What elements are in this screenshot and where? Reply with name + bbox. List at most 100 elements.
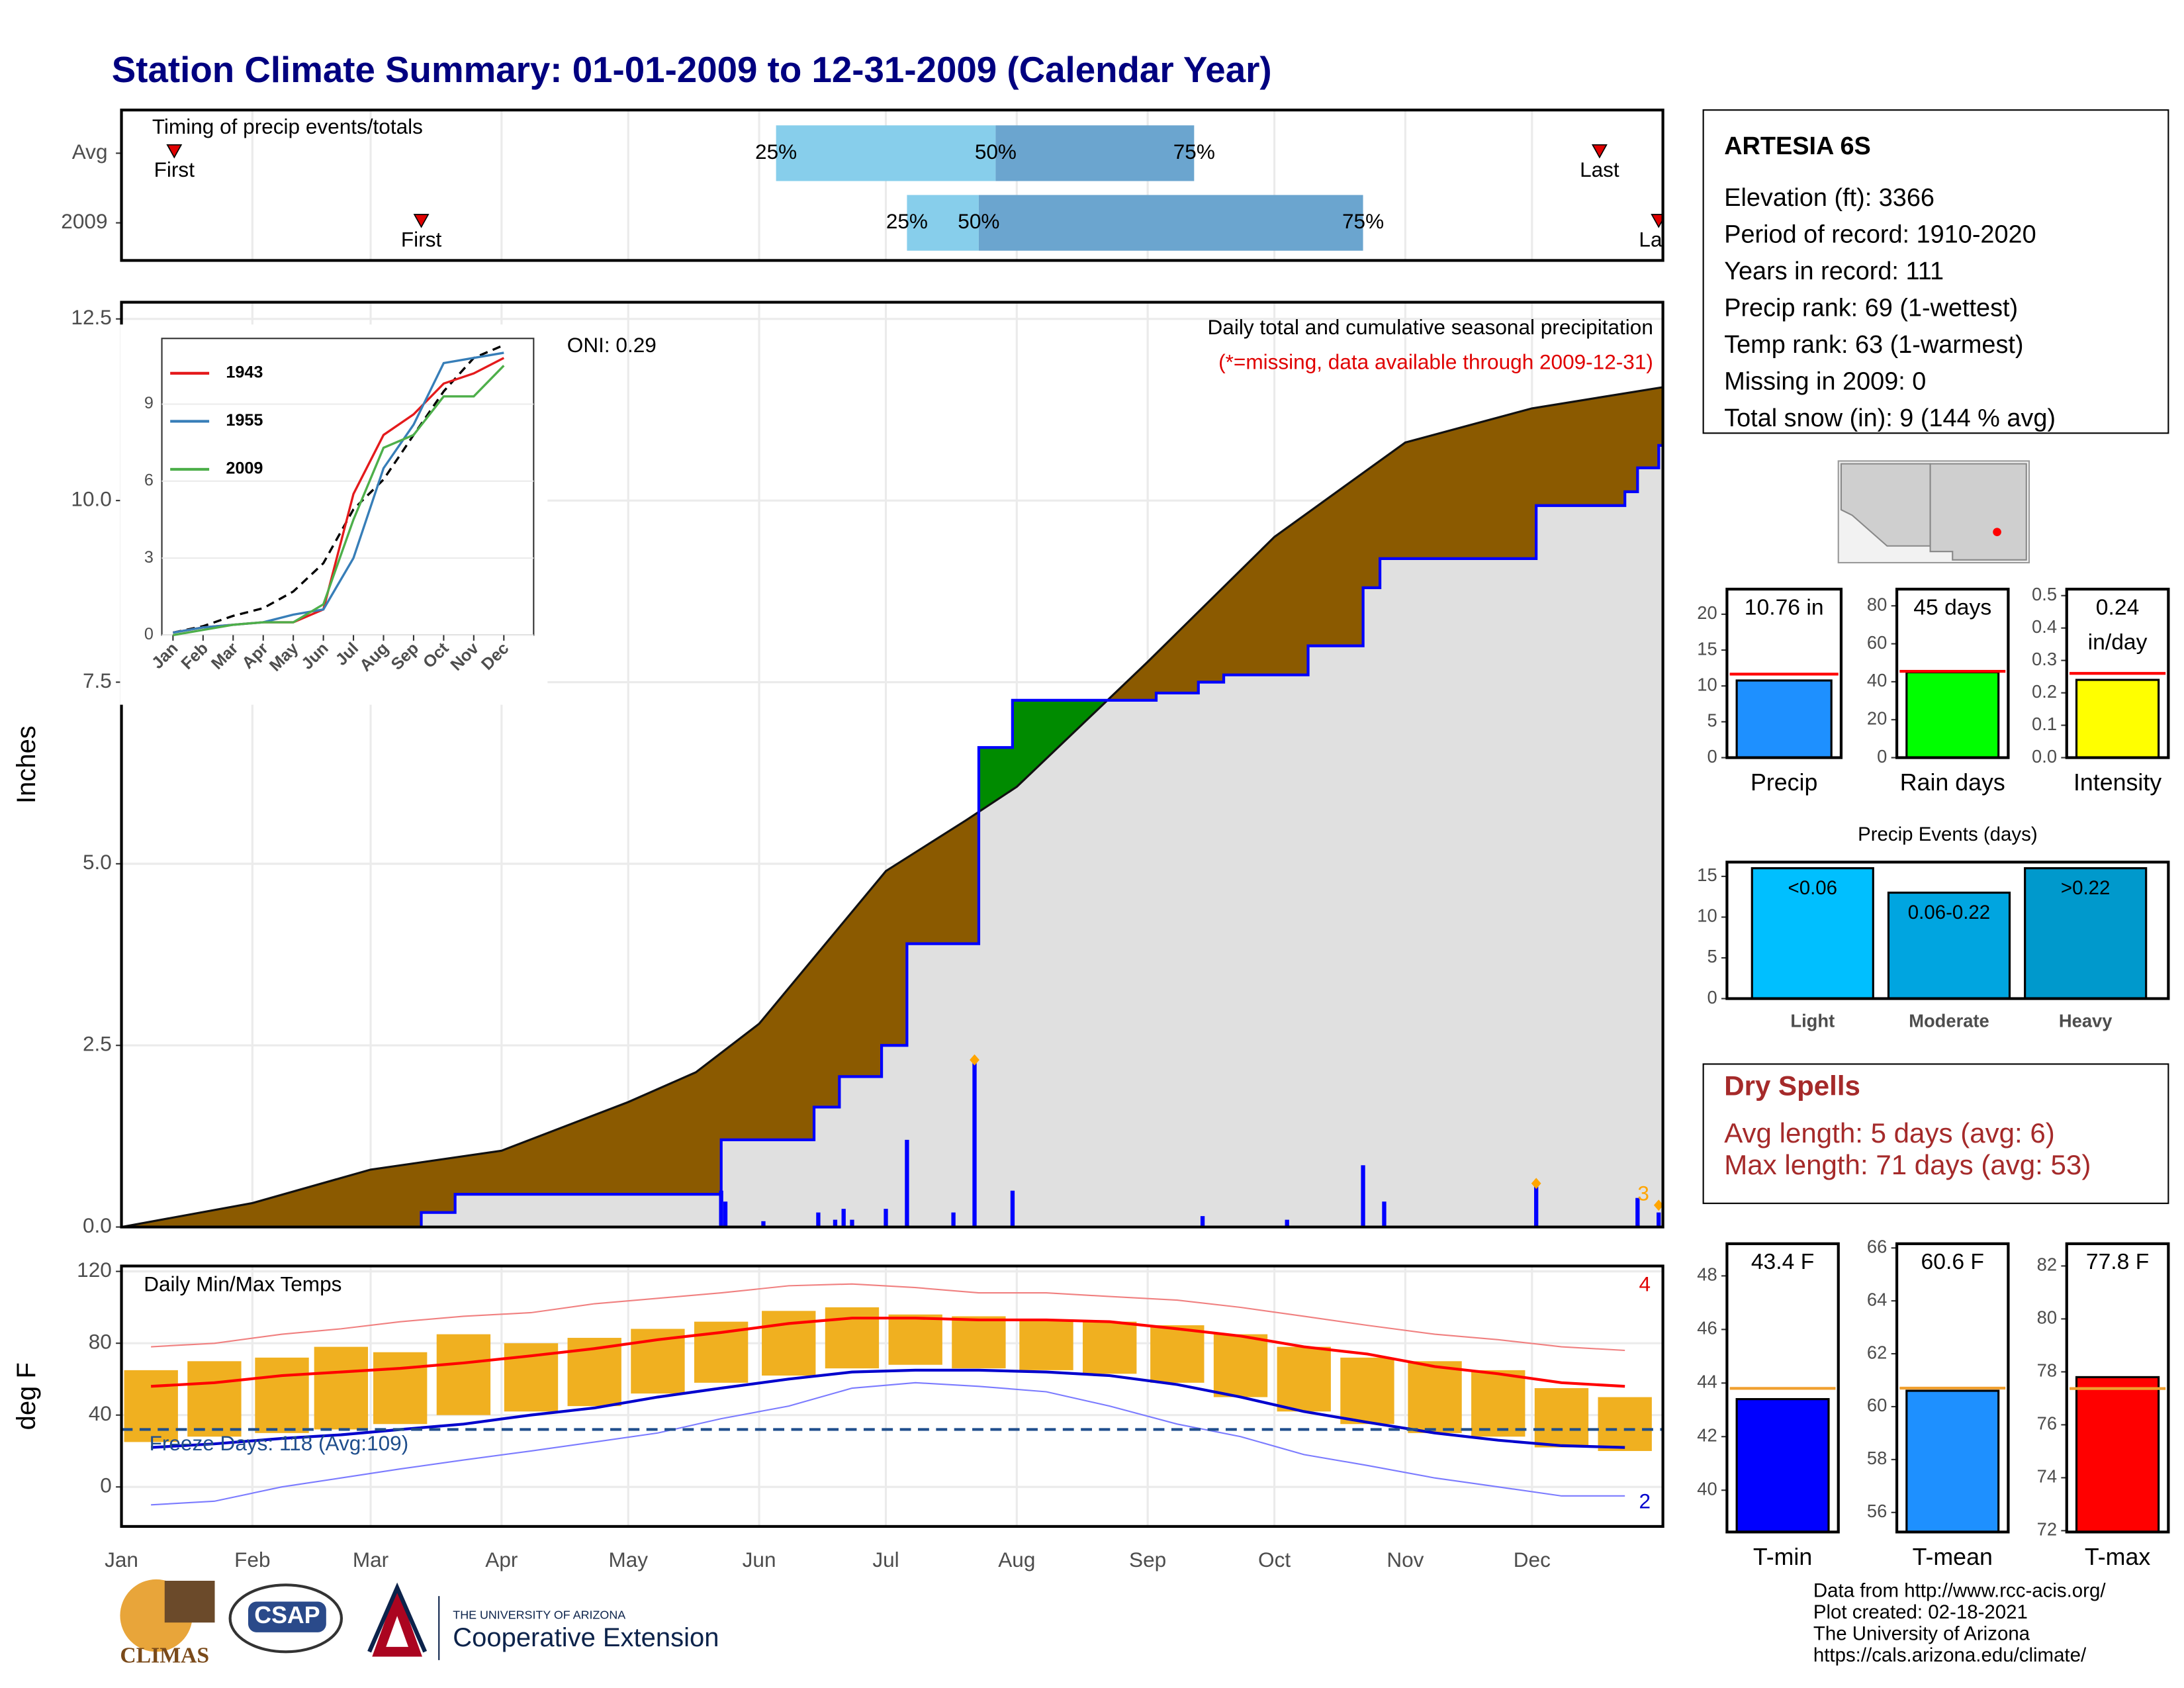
observed-range-bar [1277,1346,1331,1412]
page-title: Station Climate Summary: 01-01-2009 to 1… [112,49,1272,90]
dry-spells-box [1702,1063,2169,1204]
category-label: Rain days [1900,769,2005,796]
value-label: 45 days [1913,595,1991,620]
daily-bar [841,1209,846,1227]
daily-bar [761,1221,766,1227]
y-tick-label: 120 [77,1258,112,1282]
y-tick-label: 7.5 [83,669,112,692]
y-tick-label: 5 [1707,946,1717,966]
y-tick-label: 62 [1867,1342,1887,1362]
avg-min-line [151,1368,1625,1449]
category-label: T-max [2085,1544,2150,1570]
y-tick-label: 20 [1867,708,1887,728]
bar-label: <0.06 [1788,877,1838,899]
y-tick-label: 0.4 [2032,616,2057,637]
daily-bar [1534,1183,1539,1227]
y-tick-label: 44 [1697,1372,1717,1392]
y-tick-label: 40 [89,1401,112,1425]
daily-bar [816,1212,821,1227]
daily-bar [972,1060,977,1227]
y-tick-label: 60 [1867,1395,1887,1415]
y-tick-label: 0.1 [2032,714,2057,734]
y-tick-label: 0.3 [2032,649,2057,669]
csap-band [248,1601,326,1632]
bar-label: 0.06-0.22 [1908,902,1990,923]
event-marker [166,144,183,159]
observed-range-bar [1471,1370,1525,1437]
observed-range-bar [373,1352,428,1425]
y-tick-label: 0 [1877,746,1887,767]
summary-bar [1905,1389,2000,1533]
legend-label: 2009 [226,459,263,478]
record-marker [970,1054,979,1066]
y-tick-label: 58 [1867,1448,1887,1468]
arizona-a-outline [367,1582,428,1653]
station-name: ARTESIA 6S [1724,132,1871,160]
y-tick-label: 0 [144,625,154,643]
x-tick-label: Aug [998,1548,1035,1571]
credit-line: The University of Arizona [1813,1622,2030,1644]
dry-spells-title: Dry Spells [1724,1070,1860,1101]
y-axis-label: deg F [12,1362,41,1430]
category-label: T-min [1753,1544,1812,1570]
y-tick-label: 42 [1697,1425,1717,1445]
x-tick-label: May [608,1548,648,1571]
row-label: Avg [72,140,108,164]
y-tick-label: 0.2 [2032,681,2057,702]
timing-title: Timing of precip events/totals [152,115,423,138]
event-label: First [401,227,442,251]
y-tick-label: 0 [100,1474,112,1497]
observed-range-bar [314,1346,369,1430]
logos: CLIMAS CSAP THE UNIVERSITY OF ARIZONA Co… [120,1579,719,1667]
y-tick-label: 2.5 [83,1032,112,1056]
x-tick-label: Apr [485,1548,518,1571]
percent-label: 75% [1173,140,1215,164]
x-tick-label: Moderate [1909,1011,1989,1031]
observed-range-bar [124,1370,178,1442]
observed-range-bar [1340,1357,1394,1425]
x-tick-label: Oct [1258,1548,1291,1571]
row-label: 2009 [61,209,107,233]
y-tick-label: 40 [1867,670,1887,690]
summary-bar [1905,671,2000,759]
summary-bar [1735,1398,1830,1533]
ua-text: THE UNIVERSITY OF ARIZONA [453,1608,625,1621]
y-tick-label: 46 [1697,1318,1717,1338]
summary-bar [2075,1376,2160,1533]
summary-bar [1735,679,1833,759]
y-tick-label: 6 [144,471,154,489]
avg-max-line [151,1317,1625,1388]
x-tick-label: Jan [105,1548,138,1571]
late-bar [995,125,1195,181]
y-tick-label: 48 [1697,1264,1717,1285]
station-box [1702,109,2169,434]
y-tick-label: 60 [1867,632,1887,653]
category-label: Intensity [2073,769,2161,796]
coop-ext-text: Cooperative Extension [453,1623,719,1652]
early-bar [776,125,996,181]
observed-range-bar [1150,1325,1205,1383]
climas-mark-2 [164,1580,215,1623]
station-line: Precip rank: 69 (1-wettest) [1724,295,2018,322]
y-tick-label: 0 [1707,746,1717,767]
panel-frame [1895,1242,2010,1534]
record-marker [1653,1199,1663,1211]
observed-line [121,444,1663,1227]
observed-range-bar [825,1307,880,1369]
daily-bar [1200,1216,1205,1227]
station-line: Elevation (ft): 3366 [1724,184,1934,212]
summary-bar [2075,679,2160,759]
y-axis-label: Inches [12,726,41,804]
y-tick-label: 12.5 [71,305,111,329]
event-marker [1591,144,1608,159]
value-label: in/day [2088,630,2148,655]
observed-range-bar [1534,1388,1589,1448]
x-tick-label: Feb [234,1548,270,1571]
x-tick-label: Light [1790,1011,1835,1031]
temp-panel [121,1266,1663,1526]
observed-range-bar [436,1334,491,1415]
observed-range-bar [1213,1334,1268,1397]
y-tick-label: 20 [1697,602,1717,623]
locator-map [1837,460,2030,564]
